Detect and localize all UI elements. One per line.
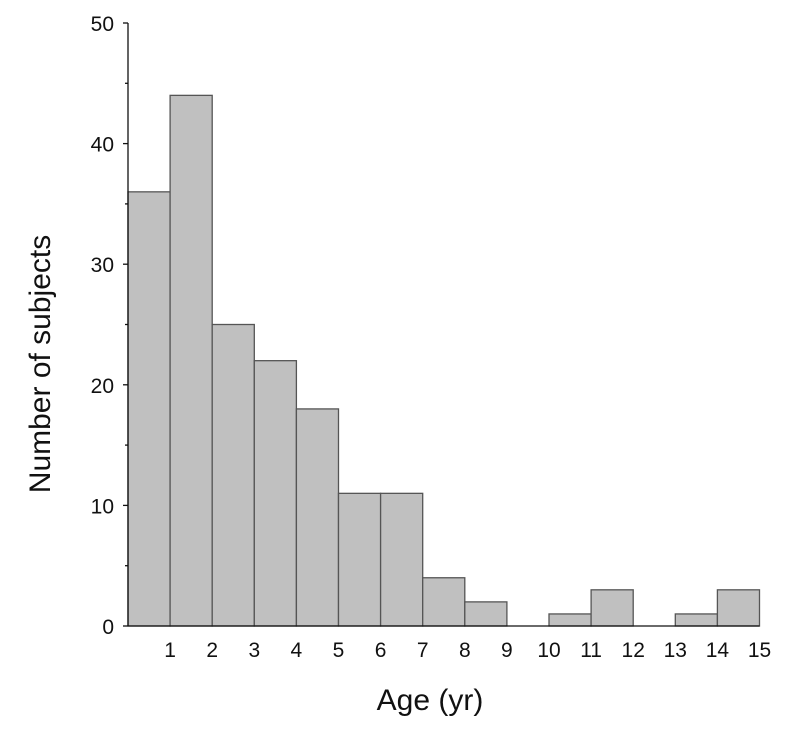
x-tick-label: 13 [664,639,687,662]
y-tick-label: 20 [91,375,114,398]
y-tick-label: 0 [102,616,114,639]
x-tick-label: 15 [748,639,771,662]
bar-1-2 [169,94,213,627]
x-tick-group: 1 2 3 4 5 6 7 8 9 10 11 12 13 14 15 [164,639,771,662]
x-tick-label: 6 [375,639,387,662]
y-tick-label: 10 [91,495,114,518]
bar-5-6 [337,492,382,627]
x-tick-label: 11 [580,639,602,662]
y-tick-group: 0 10 20 30 40 50 [91,13,128,639]
y-axis-title: Number of subjects [24,235,57,493]
bar-14-15 [716,589,761,627]
x-tick-label: 8 [459,639,471,662]
x-tick-label: 3 [248,639,260,662]
x-tick-label: 2 [206,639,218,662]
bar-4-5 [295,408,340,627]
x-tick-label: 1 [164,639,176,662]
bar-11-12 [590,589,634,627]
bars-group [127,94,761,627]
bar-2-3 [211,323,255,627]
bar-0-1 [127,191,171,627]
bar-6-7 [379,492,424,627]
y-tick-label: 50 [91,13,114,36]
x-axis-title: Age (yr) [377,684,484,717]
bar-13-14 [674,613,719,627]
y-tick-label: 30 [91,254,114,277]
x-tick-label: 14 [706,639,730,662]
bar-3-4 [253,360,298,627]
bar-8-9 [464,601,508,627]
x-tick-label: 12 [622,639,645,662]
x-tick-label: 7 [417,639,429,662]
x-tick-label: 4 [291,639,303,662]
x-tick-label: 10 [537,639,560,662]
bar-7-8 [422,577,466,627]
y-tick-label: 40 [91,134,114,157]
x-tick-label: 5 [333,639,345,662]
x-tick-label: 9 [501,639,513,662]
bar-10-11 [548,613,592,627]
